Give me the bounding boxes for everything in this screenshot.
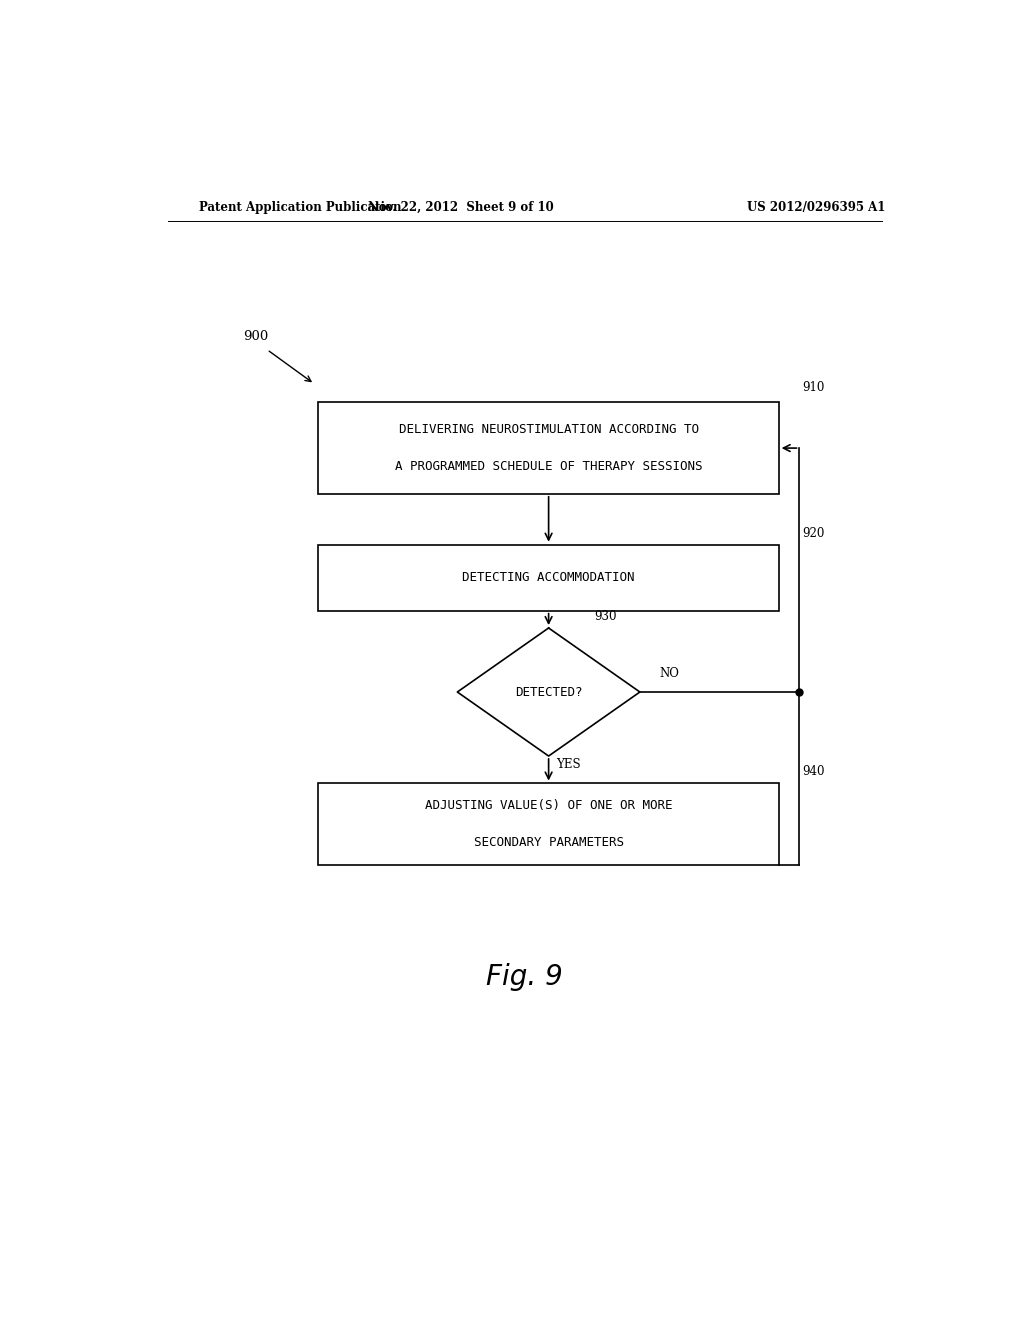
Text: 930: 930 [594, 610, 616, 623]
Text: DETECTING ACCOMMODATION: DETECTING ACCOMMODATION [463, 572, 635, 585]
Bar [318, 545, 778, 611]
Bar [318, 403, 778, 494]
Text: Patent Application Publication: Patent Application Publication [200, 201, 402, 214]
Text: DELIVERING NEUROSTIMULATION ACCORDING TO: DELIVERING NEUROSTIMULATION ACCORDING TO [398, 424, 698, 437]
Text: ADJUSTING VALUE(S) OF ONE OR MORE: ADJUSTING VALUE(S) OF ONE OR MORE [425, 800, 673, 812]
Text: 920: 920 [803, 527, 825, 540]
Text: DETECTED?: DETECTED? [515, 685, 583, 698]
Text: Fig. 9: Fig. 9 [486, 962, 563, 990]
Text: 940: 940 [803, 766, 825, 779]
Polygon shape [458, 628, 640, 756]
Text: US 2012/0296395 A1: US 2012/0296395 A1 [748, 201, 886, 214]
Bar [318, 784, 778, 865]
Text: A PROGRAMMED SCHEDULE OF THERAPY SESSIONS: A PROGRAMMED SCHEDULE OF THERAPY SESSION… [395, 459, 702, 473]
Text: 910: 910 [803, 381, 825, 395]
Text: Nov. 22, 2012  Sheet 9 of 10: Nov. 22, 2012 Sheet 9 of 10 [369, 201, 554, 214]
Text: 900: 900 [243, 330, 268, 343]
Text: SECONDARY PARAMETERS: SECONDARY PARAMETERS [474, 836, 624, 849]
Text: NO: NO [659, 667, 680, 680]
Text: YES: YES [557, 758, 582, 771]
